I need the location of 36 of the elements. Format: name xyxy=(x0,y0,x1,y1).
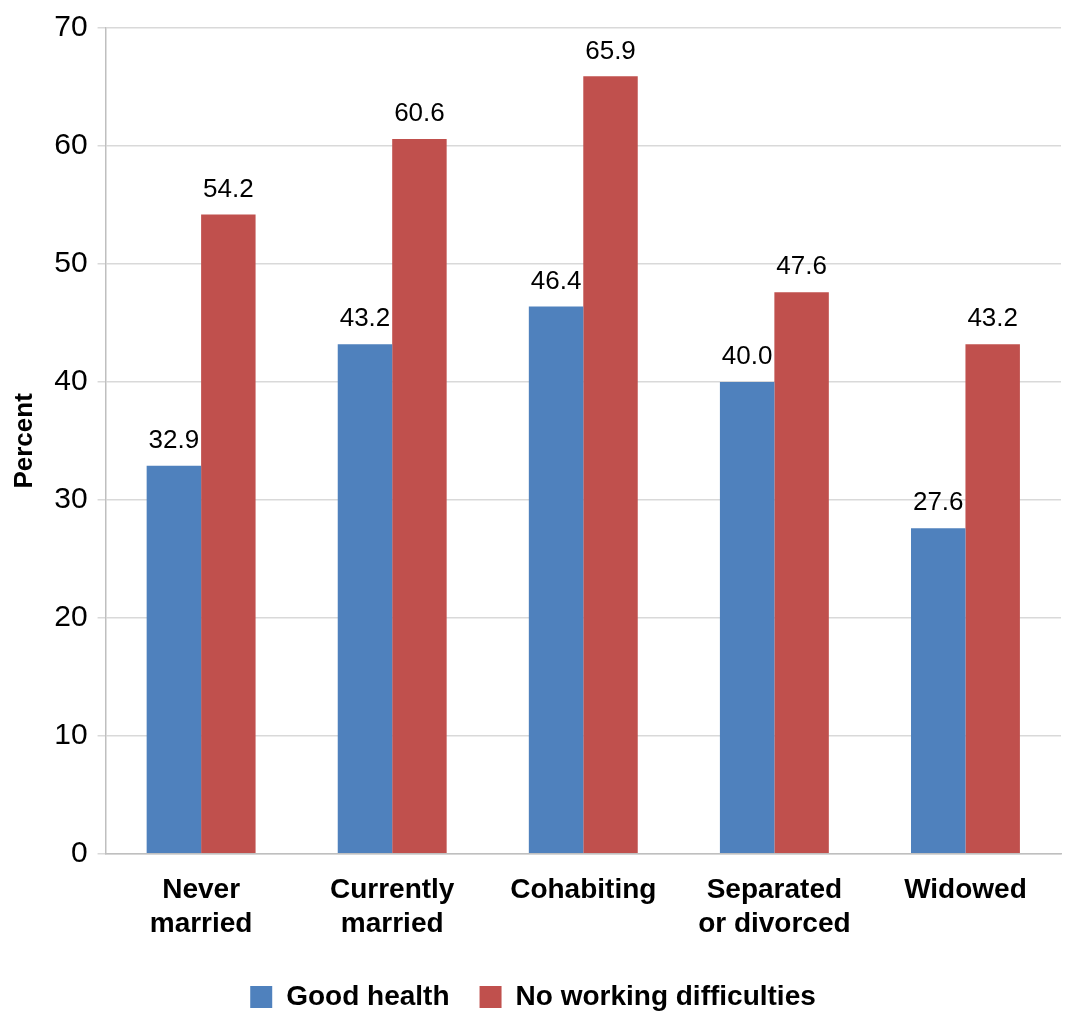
data-label: 54.2 xyxy=(203,172,254,203)
y-tick-label: 40 xyxy=(54,363,88,397)
y-tick-label: 60 xyxy=(54,127,88,161)
y-tick-label: 10 xyxy=(54,717,88,751)
legend-label: Good health xyxy=(286,979,450,1011)
data-label: 40.0 xyxy=(721,340,773,371)
data-label: 32.9 xyxy=(148,423,200,454)
data-label: 46.4 xyxy=(530,264,582,295)
x-tick-label: Cohabiting xyxy=(510,873,657,905)
bar xyxy=(528,306,584,854)
bar xyxy=(583,76,638,854)
data-label: 43.2 xyxy=(967,302,1018,333)
y-tick-label: 70 xyxy=(54,9,88,43)
bar xyxy=(774,292,829,854)
y-axis-title: Percent xyxy=(7,392,38,489)
bar xyxy=(911,528,966,854)
bar xyxy=(201,214,256,854)
x-tick-label: Separated or divorced xyxy=(698,873,851,938)
y-tick-label: 50 xyxy=(54,245,88,279)
bar xyxy=(337,344,393,854)
x-tick-label: Widowed xyxy=(904,873,1027,905)
data-label: 43.2 xyxy=(339,302,391,333)
bar xyxy=(965,344,1020,854)
bar xyxy=(146,465,202,854)
y-tick-label: 30 xyxy=(54,481,88,515)
bar xyxy=(719,381,775,854)
x-tick-label: Never married xyxy=(149,873,253,938)
data-label: 27.6 xyxy=(912,486,964,517)
x-tick-label: Currently married xyxy=(329,873,455,938)
data-label: 47.6 xyxy=(776,250,827,281)
y-tick-label: 0 xyxy=(70,835,88,869)
y-tick-label: 20 xyxy=(54,599,88,633)
legend-label: No working difficulties xyxy=(515,979,816,1011)
bar xyxy=(392,138,447,854)
data-label: 65.9 xyxy=(585,34,636,65)
data-label: 60.6 xyxy=(394,97,445,128)
